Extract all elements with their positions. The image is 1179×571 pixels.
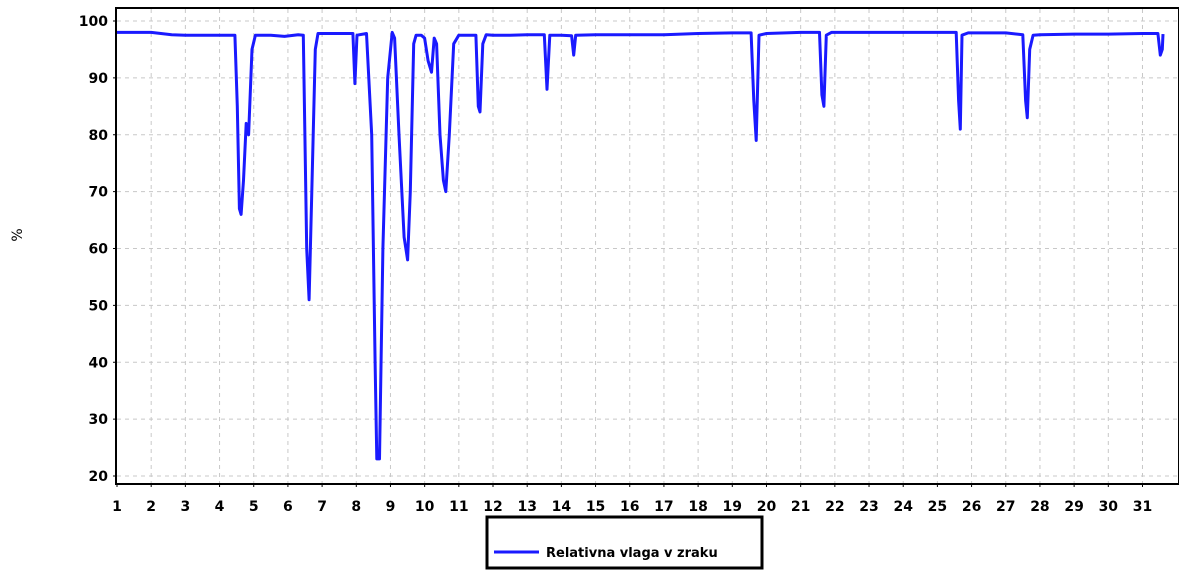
y-tick-label: 70 <box>89 185 109 201</box>
x-tick-label: 2 <box>146 499 156 515</box>
x-tick-label: 31 <box>1133 499 1152 515</box>
x-tick-label: 20 <box>757 499 777 515</box>
x-tick-label: 15 <box>586 499 605 515</box>
x-tick-label: 13 <box>517 499 536 515</box>
y-tick-label: 50 <box>89 298 109 314</box>
x-tick-label: 19 <box>723 499 742 515</box>
x-tick-label: 11 <box>449 499 468 515</box>
y-tick-label: 30 <box>89 412 109 428</box>
x-tick-label: 24 <box>893 499 913 515</box>
x-tick-label: 27 <box>996 499 1015 515</box>
y-tick-label: 80 <box>89 128 109 144</box>
x-tick-label: 17 <box>654 499 673 515</box>
x-tick-label: 14 <box>552 499 572 515</box>
x-tick-label: 4 <box>215 499 225 515</box>
plot-area-border <box>115 7 1179 485</box>
x-tick-label: 1 <box>112 499 122 515</box>
x-tick-label: 25 <box>928 499 947 515</box>
legend-label-humidity: Relativna vlaga v zraku <box>546 546 718 561</box>
x-tick-label: 12 <box>483 499 502 515</box>
legend: Relativna vlaga v zraku <box>485 515 764 570</box>
x-tick-label: 18 <box>688 499 707 515</box>
grid-lines <box>117 9 1178 483</box>
x-tick-label: 6 <box>283 499 293 515</box>
x-tick-label: 28 <box>1030 499 1049 515</box>
y-tick-label: 100 <box>79 14 108 30</box>
x-tick-label: 7 <box>317 499 327 515</box>
axis-ticks: 1 2 3 4 5 6 7 8 9 10 11 12 13 14 15 16 17 18 19 20 21 22 23 24 2… <box>79 14 1152 515</box>
legend-box <box>485 515 764 570</box>
x-tick-label: 30 <box>1099 499 1119 515</box>
x-tick-label: 26 <box>962 499 981 515</box>
y-tick-label: 90 <box>89 71 109 87</box>
x-tick-label: 16 <box>620 499 639 515</box>
x-tick-label: 5 <box>249 499 259 515</box>
y-tick-label: 60 <box>89 242 109 258</box>
y-tick-label: 40 <box>89 355 109 371</box>
x-tick-label: 21 <box>791 499 810 515</box>
x-tick-label: 8 <box>351 499 361 515</box>
series-line-humidity <box>117 30 1165 461</box>
x-tick-label: 29 <box>1064 499 1083 515</box>
y-axis-label: % <box>10 228 26 241</box>
x-tick-label: 9 <box>386 499 396 515</box>
x-tick-label: 10 <box>415 499 435 515</box>
x-tick-label: 22 <box>825 499 844 515</box>
series-lines <box>117 30 1165 461</box>
y-tick-label: 20 <box>89 469 109 485</box>
x-tick-label: 3 <box>180 499 190 515</box>
x-tick-label: 23 <box>859 499 878 515</box>
